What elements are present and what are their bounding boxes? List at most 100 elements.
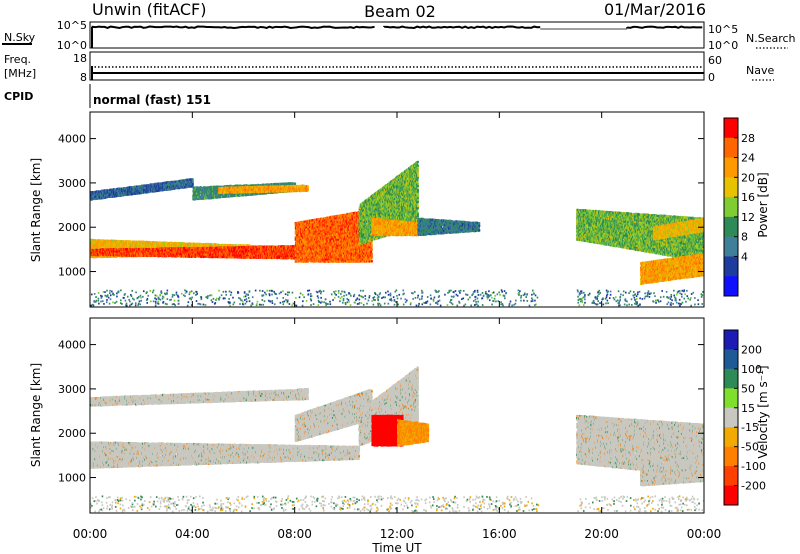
scatter-cell [383, 302, 386, 305]
scatter-cell [271, 293, 273, 296]
scatter-cell [217, 297, 220, 300]
scatter-cell [683, 297, 686, 300]
scatter-cell [133, 298, 135, 301]
scatter-cell [454, 290, 457, 292]
scatter-cell [577, 290, 579, 293]
scatter-cell [288, 303, 291, 305]
scatter-cell [286, 301, 289, 304]
scatter-cell [206, 295, 209, 298]
scatter-cell [394, 290, 397, 293]
scatter-cell [371, 300, 373, 302]
scatter-cell [685, 300, 687, 303]
scatter-cell [164, 302, 167, 305]
heatmap-cell [96, 241, 99, 245]
scatter-cell [680, 303, 682, 306]
scatter-cell [681, 301, 684, 304]
scatter-cell [154, 294, 157, 297]
scatter-cell [136, 297, 139, 300]
scatter-cell [140, 296, 142, 299]
scatter-cell [243, 295, 245, 298]
scatter-cell [458, 301, 461, 304]
freq-tick-bottom: 8 [80, 71, 87, 84]
scatter-cell [582, 296, 585, 299]
scatter-cell [329, 303, 332, 306]
scatter-cell [166, 293, 168, 295]
scatter-cell [597, 292, 599, 295]
scatter-cell [95, 299, 98, 302]
scatter-cell [481, 297, 484, 300]
scatter-cell [302, 300, 304, 303]
scatter-cell [657, 299, 659, 302]
scatter-cell [332, 299, 334, 301]
scatter-cell [155, 294, 158, 297]
scatter-cell [453, 295, 455, 298]
freq-right-tick-bottom: 0 [708, 71, 715, 84]
scatter-cell [425, 302, 428, 304]
nsearch-label: N.Search [746, 32, 796, 45]
scatter-cell [222, 297, 225, 300]
scatter-cell [275, 293, 277, 296]
scatter-cell [374, 299, 376, 301]
scatter-cell [173, 303, 175, 305]
scatter-cell [278, 292, 281, 295]
scatter-cell [100, 294, 102, 297]
scatter-cell [337, 295, 340, 298]
scatter-cell [526, 300, 529, 302]
beam-title: Beam 02 [364, 2, 436, 21]
scatter-cell [239, 297, 241, 300]
scatter-cell [409, 303, 412, 306]
scatter-cell [109, 294, 112, 297]
scatter-cell [218, 298, 220, 301]
scatter-cell [493, 297, 496, 300]
scatter-cell [146, 301, 149, 304]
scatter-cell [166, 289, 169, 292]
scatter-cell [123, 294, 126, 296]
scatter-cell [459, 291, 461, 294]
scatter-cell [200, 296, 203, 299]
scatter-cell [531, 298, 534, 301]
scatter-cell [264, 291, 266, 294]
scatter-cell [218, 296, 221, 299]
scatter-cell [199, 303, 202, 306]
scatter-cell [238, 297, 240, 299]
scatter-cell [404, 298, 407, 301]
scatter-cell [282, 303, 285, 306]
scatter-cell [359, 289, 362, 292]
scatter-cell [376, 294, 379, 297]
heatmap-cell [121, 244, 124, 248]
scatter-cell [292, 302, 295, 305]
scatter-cell [266, 289, 269, 292]
scatter-cell [105, 301, 108, 304]
scatter-cell [142, 290, 145, 293]
scatter-cell [125, 302, 128, 305]
scatter-cell [526, 293, 529, 295]
scatter-cell [359, 295, 362, 297]
scatter-cell [244, 299, 246, 301]
scatter-cell [518, 293, 520, 296]
scatter-cell [531, 297, 533, 300]
scatter-cell [107, 296, 110, 299]
scatter-cell [395, 289, 398, 292]
scatter-cell [636, 293, 639, 296]
scatter-cell [344, 303, 347, 306]
scatter-cell [232, 303, 235, 306]
scatter-cell [132, 297, 134, 300]
scatter-cell [581, 299, 583, 302]
scatter-cell [531, 293, 533, 296]
scatter-cell [602, 303, 605, 306]
scatter-cell [280, 291, 282, 294]
scatter-cell [360, 302, 363, 304]
scatter-cell [619, 296, 621, 299]
scatter-cell [334, 292, 336, 295]
scatter-cell [461, 298, 463, 301]
scatter-cell [580, 290, 583, 293]
scatter-cell [154, 300, 157, 303]
scatter-cell [341, 295, 343, 298]
scatter-cell [485, 290, 487, 293]
scatter-cell [402, 303, 405, 306]
scatter-cell [316, 295, 319, 298]
scatter-cell [390, 297, 392, 300]
scatter-cell [452, 291, 455, 293]
scatter-cell [617, 290, 620, 293]
scatter-cell [472, 293, 474, 295]
